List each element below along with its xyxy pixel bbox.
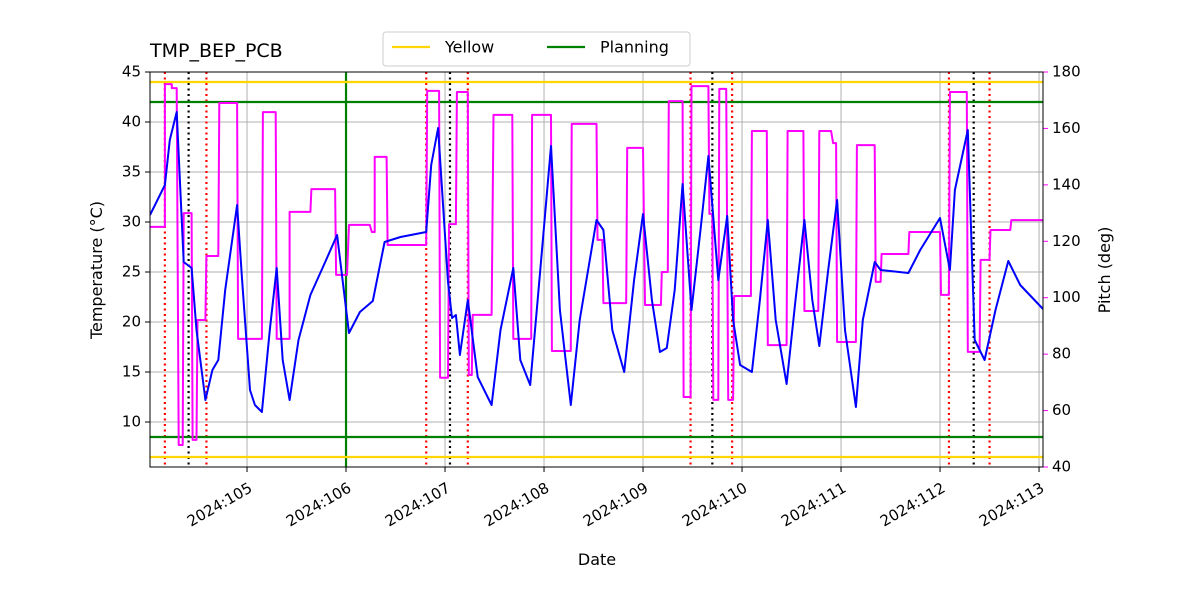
y-tick-label: 35: [122, 163, 141, 181]
data-line: [150, 111, 1043, 413]
y-tick-label: 45: [122, 63, 141, 81]
y-tick-label: 20: [122, 313, 141, 331]
y2-axis-label: Pitch (deg): [1095, 227, 1114, 314]
y2-tick-label: 60: [1052, 401, 1071, 419]
x-tick-label: 2024:111: [778, 479, 849, 531]
y-tick-label: 25: [122, 263, 141, 281]
y2-tick-label: 120: [1052, 232, 1081, 250]
y2-tick-label: 160: [1052, 119, 1081, 137]
x-tick-label: 2024:106: [283, 479, 354, 531]
x-axis-label: Date: [578, 550, 616, 569]
x-tick-label: 2024:113: [976, 479, 1047, 531]
legend-box: [382, 31, 691, 67]
y2-tick-label: 180: [1052, 63, 1081, 81]
legend-label: Planning: [600, 38, 669, 57]
x-tick-label: 2024:105: [184, 479, 255, 531]
x-tick-label: 2024:109: [580, 479, 651, 531]
y-tick-label: 40: [122, 113, 141, 131]
y-tick-label: 15: [122, 363, 141, 381]
x-tick-label: 2024:110: [679, 479, 750, 531]
data-line: [150, 83, 1043, 446]
x-tick-label: 2024:107: [382, 479, 453, 531]
y-tick-label: 10: [122, 413, 141, 431]
y2-tick-label: 140: [1052, 175, 1081, 193]
x-tick-label: 2024:108: [481, 479, 552, 531]
chart-title: TMP_BEP_PCB: [149, 40, 283, 62]
y-tick-label: 30: [122, 213, 141, 231]
plot-area: [150, 72, 1043, 467]
y-axis-label: Temperature (°C): [87, 201, 106, 340]
x-tick-label: 2024:112: [877, 479, 948, 531]
axes-frame: [149, 71, 1044, 468]
y2-tick-label: 40: [1052, 458, 1071, 476]
legend-label: Yellow: [444, 38, 494, 57]
y2-tick-label: 100: [1052, 288, 1081, 306]
y2-tick-label: 80: [1052, 345, 1071, 363]
